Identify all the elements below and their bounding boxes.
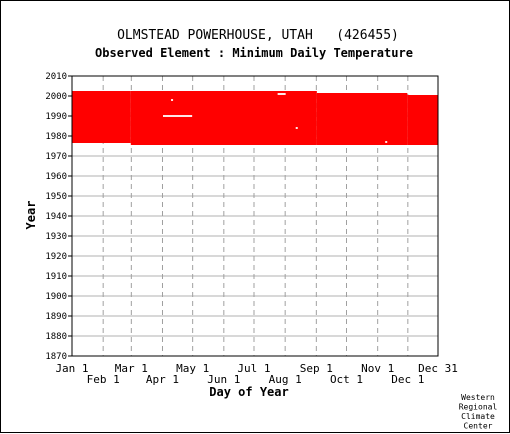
y-tick-label-1: 1880: [45, 332, 67, 342]
y-tick-label-5: 1920: [45, 252, 67, 262]
y-tick-label-2: 1890: [45, 312, 67, 322]
y-tick-label-11: 1980: [45, 132, 67, 142]
data-block-3: [407, 95, 439, 145]
y-tick-label-3: 1900: [45, 292, 67, 302]
x-tick-label-top-0: Jan 1: [55, 362, 88, 375]
data-block-0: [71, 91, 131, 143]
x-tick-label-top-4: Sep 1: [300, 362, 333, 375]
y-tick-label-8: 1950: [45, 192, 67, 202]
credit-line-3: Center: [464, 422, 493, 431]
x-tick-label-bottom-4: Oct 1: [330, 373, 363, 386]
chart-title: OLMSTEAD POWERHOUSE, UTAH (426455): [117, 28, 399, 43]
missing-data-gap-3: [295, 127, 298, 129]
x-tick-label-bottom-2: Jun 1: [207, 373, 240, 386]
x-tick-label-bottom-3: Aug 1: [269, 373, 302, 386]
y-tick-label-14: 2010: [45, 72, 67, 82]
missing-data-gap-2: [277, 93, 286, 95]
x-tick-label-top-6: Dec 31: [418, 362, 458, 375]
data-block-1: [130, 91, 317, 145]
x-tick-label-top-1: Mar 1: [115, 362, 148, 375]
y-tick-label-7: 1940: [45, 212, 67, 222]
x-tick-label-top-2: May 1: [176, 362, 209, 375]
y-tick-label-6: 1930: [45, 232, 67, 242]
y-axis-label: Year: [24, 201, 38, 230]
x-tick-label-bottom-5: Dec 1: [391, 373, 424, 386]
y-tick-label-4: 1910: [45, 272, 67, 282]
x-tick-label-bottom-1: Apr 1: [146, 373, 179, 386]
y-tick-label-13: 2000: [45, 92, 67, 102]
missing-data-gap-1: [171, 99, 174, 101]
x-axis-label: Day of Year: [209, 385, 288, 399]
y-tick-label-10: 1970: [45, 152, 67, 162]
credit-line-2: Climate: [461, 412, 495, 421]
y-tick-label-9: 1960: [45, 172, 67, 182]
chart-subtitle: Observed Element : Minimum Daily Tempera…: [95, 46, 413, 60]
x-tick-label-top-3: Jul 1: [237, 362, 270, 375]
credit-line-1: Regional: [459, 403, 498, 412]
x-tick-label-top-5: Nov 1: [361, 362, 394, 375]
y-tick-label-0: 1870: [45, 352, 67, 362]
missing-data-gap-0: [162, 115, 193, 117]
missing-data-gap-4: [385, 141, 388, 143]
data-block-2: [316, 93, 408, 145]
y-tick-label-12: 1990: [45, 112, 67, 122]
plot-area: 1870 1880 1890 1900 1910 1920 1930 1940 1950 1960…: [45, 72, 458, 386]
credit-line-0: Western: [461, 393, 495, 402]
x-tick-label-bottom-0: Feb 1: [87, 373, 120, 386]
